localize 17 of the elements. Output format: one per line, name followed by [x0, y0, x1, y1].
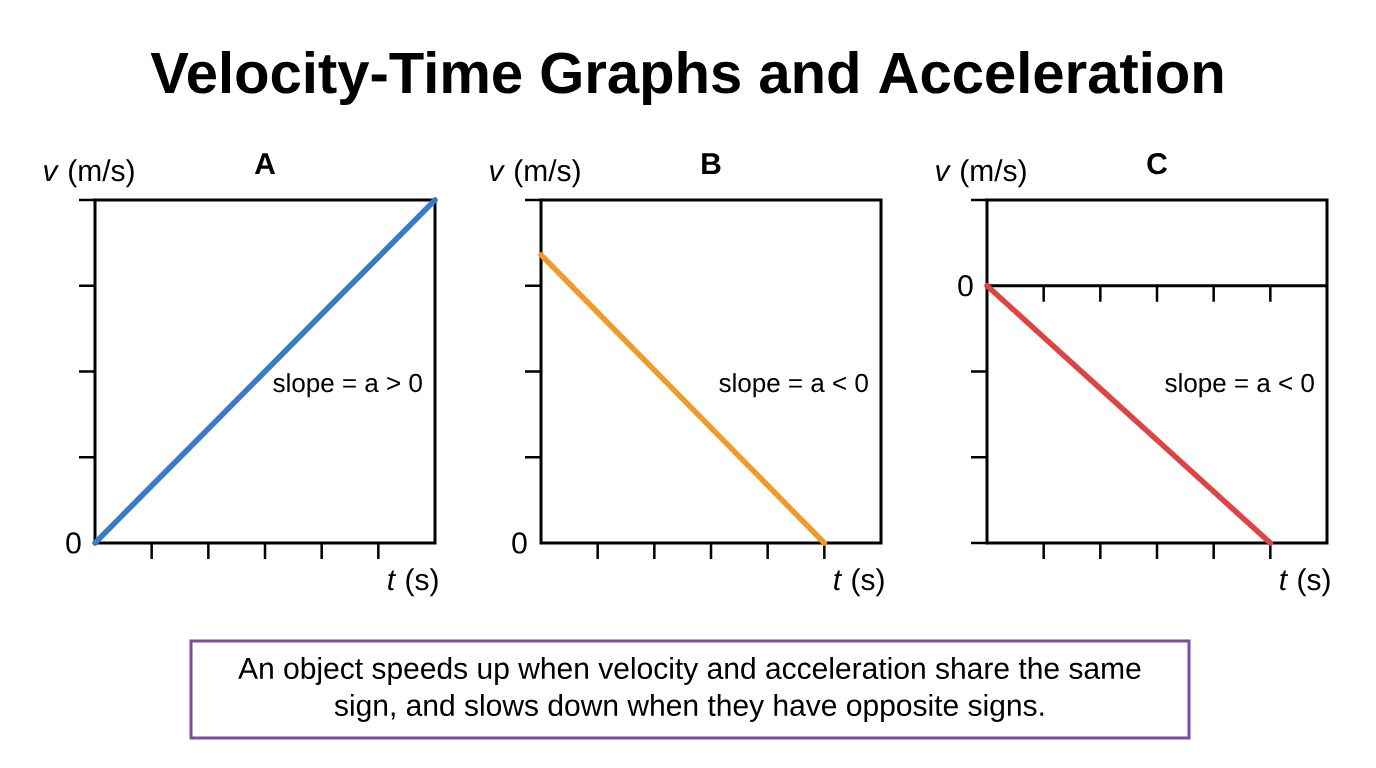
y-axis-title: v (m/s): [44, 159, 134, 188]
text: An object speeds up when velocity and acceleration share the same sign, and slows down when they have opposite signs.: [238, 657, 1141, 722]
y-axis-title: v (m/s): [490, 159, 580, 188]
chart-title: B: [702, 153, 721, 174]
text: Velocity-Time Graphs and Acceleration: [150, 50, 1223, 106]
text: 0: [512, 532, 527, 554]
annotation: slope = a < 0: [719, 373, 868, 398]
chart-title: A: [254, 153, 276, 174]
x-axis-title: t (s): [1280, 568, 1330, 597]
y-axis-title: v (m/s): [936, 159, 1026, 188]
text: 0: [958, 275, 973, 297]
annotation: slope = a > 0: [273, 373, 422, 398]
text: 0: [66, 532, 81, 554]
x-axis-title: t (s): [388, 568, 438, 597]
x-axis-title: t (s): [834, 568, 884, 597]
chart-title: C: [1147, 153, 1168, 175]
annotation: slope = a < 0: [1165, 373, 1314, 398]
